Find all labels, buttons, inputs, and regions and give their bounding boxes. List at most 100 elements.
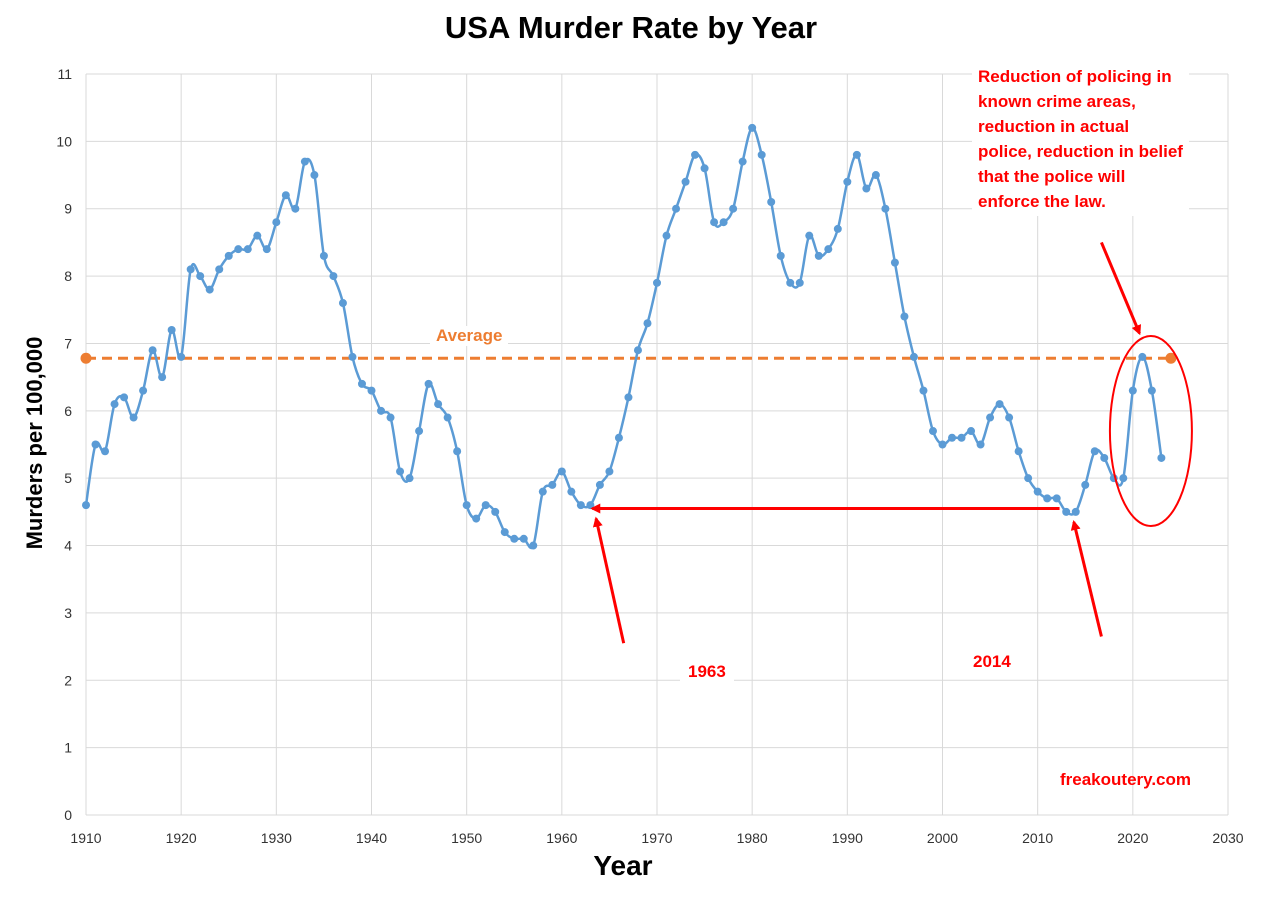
- data-point: [329, 272, 338, 281]
- data-point: [481, 501, 490, 510]
- data-point: [234, 245, 243, 254]
- x-axis-label: Year: [593, 850, 653, 881]
- data-point: [101, 447, 110, 456]
- data-point: [548, 480, 557, 489]
- x-tick-label: 2030: [1212, 830, 1243, 846]
- y-tick-label: 5: [64, 470, 72, 486]
- highlight-ellipse: [1108, 335, 1193, 528]
- data-point: [662, 231, 671, 240]
- data-point: [1081, 480, 1090, 489]
- grid-lines: [85, 73, 1229, 816]
- data-point: [719, 218, 728, 227]
- average-line-group: [80, 352, 1177, 364]
- arrow-label-1963: [592, 516, 626, 644]
- data-point: [919, 386, 928, 395]
- data-point: [700, 164, 709, 173]
- data-point: [357, 379, 366, 388]
- data-point: [833, 224, 842, 233]
- data-point: [310, 171, 319, 180]
- data-point: [167, 325, 176, 334]
- arrow-label-2014: [1070, 520, 1103, 637]
- x-tick-label: 2000: [927, 830, 958, 846]
- data-point: [424, 379, 433, 388]
- data-point: [824, 245, 833, 254]
- data-point: [681, 177, 690, 186]
- arrow-note: [1100, 241, 1142, 336]
- data-point: [814, 251, 823, 260]
- data-point: [348, 352, 357, 361]
- data-point: [519, 534, 528, 543]
- data-point: [1052, 494, 1061, 503]
- source-credit: freakoutery.com: [1060, 770, 1192, 789]
- data-point: [1043, 494, 1052, 503]
- data-point: [205, 285, 214, 294]
- data-point: [653, 278, 661, 287]
- data-point: [710, 218, 719, 227]
- data-point: [909, 352, 918, 361]
- data-point: [643, 319, 652, 328]
- data-point: [82, 501, 90, 510]
- y-tick-label: 6: [64, 403, 72, 419]
- data-point: [757, 150, 766, 159]
- data-point: [491, 507, 500, 516]
- data-point: [319, 251, 328, 260]
- data-point: [215, 265, 224, 274]
- data-point: [272, 218, 281, 227]
- annotation-arrows: [590, 241, 1193, 644]
- y-tick-label: 3: [64, 605, 72, 621]
- data-point: [928, 427, 937, 436]
- x-tick-label: 1990: [832, 830, 863, 846]
- y-tick-label: 2: [64, 672, 72, 688]
- data-point: [291, 204, 300, 213]
- y-tick-label: 0: [64, 807, 72, 823]
- data-point: [576, 501, 585, 510]
- data-point: [405, 474, 414, 483]
- data-point: [300, 157, 309, 166]
- average-point: [80, 352, 92, 364]
- data-point: [177, 352, 186, 361]
- data-point: [995, 400, 1004, 409]
- data-point: [243, 245, 252, 254]
- data-point: [196, 272, 205, 281]
- x-tick-label: 1950: [451, 830, 482, 846]
- data-point: [1005, 413, 1014, 422]
- data-point: [948, 433, 957, 442]
- y-tick-label: 10: [56, 133, 72, 149]
- annotation-note: Reduction of policing in known crime are…: [972, 62, 1189, 216]
- data-point: [624, 393, 633, 402]
- average-label: Average: [430, 326, 509, 346]
- data-point: [871, 171, 880, 180]
- data-point: [386, 413, 395, 422]
- data-point: [900, 312, 909, 321]
- data-point: [1100, 453, 1109, 462]
- data-point: [767, 197, 776, 206]
- data-point: [967, 427, 976, 436]
- x-tick-label: 1960: [546, 830, 577, 846]
- data-point: [1090, 447, 1099, 456]
- data-point: [1014, 447, 1023, 456]
- data-point: [1157, 453, 1166, 462]
- data-point: [729, 204, 738, 213]
- y-tick-label: 4: [64, 538, 72, 554]
- data-point: [986, 413, 995, 422]
- data-point: [139, 386, 148, 395]
- data-point: [1138, 352, 1147, 361]
- x-tick-label: 2020: [1117, 830, 1148, 846]
- data-point: [377, 406, 386, 415]
- data-point: [462, 501, 471, 510]
- data-point: [890, 258, 899, 267]
- data-point: [862, 184, 871, 193]
- chart-title: USA Murder Rate by Year: [444, 10, 818, 45]
- data-point: [529, 541, 538, 550]
- y-tick-label: 1: [64, 740, 72, 756]
- data-point: [1024, 474, 1033, 483]
- data-point: [1062, 507, 1071, 516]
- data-point: [938, 440, 947, 449]
- data-point: [1147, 386, 1156, 395]
- data-point: [614, 433, 623, 442]
- y-tick-label: 9: [64, 201, 72, 217]
- x-tick-label: 1980: [737, 830, 768, 846]
- data-point: [281, 191, 290, 200]
- data-point: [1119, 474, 1128, 483]
- annotation-2014: 2014: [965, 650, 1019, 674]
